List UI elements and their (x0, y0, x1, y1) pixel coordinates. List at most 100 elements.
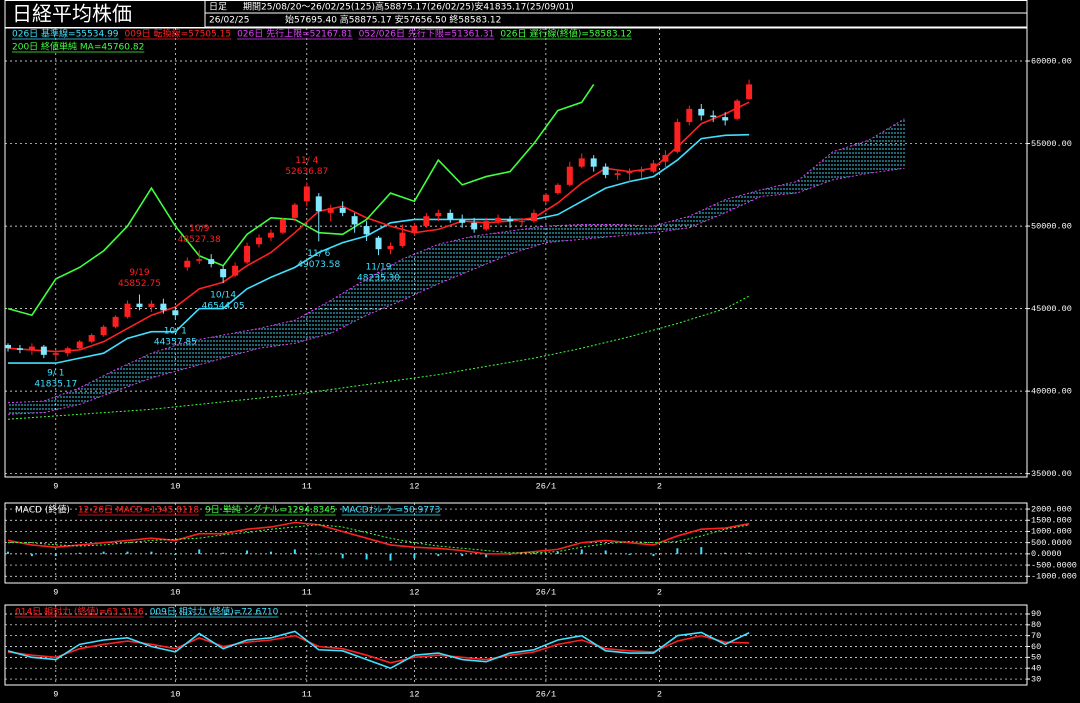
candle-body (256, 237, 263, 245)
histogram-bar (198, 549, 201, 554)
x-tick-label: 9 (53, 587, 58, 597)
y-tick-label: 1500.000 (1031, 516, 1072, 526)
candle-body (160, 303, 167, 311)
y-tick-label: 90 (1031, 609, 1041, 619)
histogram-bar (102, 551, 105, 554)
annotation-date: 10/14 (210, 291, 236, 301)
legend-entry: 052/026日 先行下限=51361.31 (359, 28, 495, 40)
candle-body (602, 166, 609, 175)
series-line (7, 524, 750, 554)
histogram-bar (78, 552, 81, 554)
x-tick-label: 12 (409, 587, 419, 597)
candle-body (626, 171, 633, 174)
candle-body (447, 212, 454, 220)
legend-entry: MACDｵｼﾚｰﾀｰ=50.9773 (342, 505, 441, 516)
candle-body (566, 166, 573, 185)
histogram-bar (222, 552, 225, 554)
candle-body (148, 303, 155, 307)
candle-body (88, 335, 95, 342)
histogram-bar (461, 553, 464, 557)
candle-body (28, 346, 35, 350)
annotation-date: 9/ 1 (47, 368, 64, 378)
candle-body (315, 196, 322, 212)
y-tick-label: 50000.00 (1031, 221, 1072, 231)
histogram-bar (700, 547, 703, 554)
histogram-bar (652, 553, 655, 557)
histogram-bar (365, 553, 368, 560)
x-tick-label: 10 (170, 587, 180, 597)
y-tick-label: -500.0000 (1031, 560, 1077, 570)
y-tick-label: 1000.000 (1031, 527, 1072, 537)
histogram-bar (556, 551, 559, 554)
series-line (7, 634, 750, 664)
legend-entry: 9日 単純 シグナル=1294.8345 (205, 504, 336, 516)
candle-body (387, 245, 394, 250)
candle-body (698, 108, 705, 116)
histogram-bar (30, 553, 33, 557)
candle-body (542, 194, 549, 202)
legend-entry: 026日 遅行線(終値)=58583.12 (500, 28, 632, 40)
candle-body (459, 219, 466, 223)
y-tick-label: 60000.00 (1031, 56, 1072, 66)
candle-body (638, 169, 645, 172)
x-tick-label: 2 (657, 689, 662, 699)
x-tick-label: 26/1 (536, 587, 556, 597)
chart-title: 日経平均株価 (12, 2, 132, 26)
histogram-bar (676, 548, 679, 554)
title-box (4, 0, 206, 28)
candle-body (746, 84, 753, 100)
date: 26/02/25 (209, 16, 249, 26)
x-tick-label: 10 (170, 481, 180, 491)
info-box (204, 12, 1028, 28)
y-tick-label: 2000.000 (1031, 504, 1072, 514)
y-tick-label: 30 (1031, 674, 1041, 684)
y-tick-label: 50 (1031, 653, 1041, 663)
x-tick-label: 10 (170, 689, 180, 699)
candle-body (650, 163, 657, 172)
candle-body (363, 226, 370, 235)
candle-body (196, 259, 203, 261)
histogram-bar (485, 553, 488, 558)
histogram-bar (532, 552, 535, 554)
candle-body (423, 216, 430, 227)
y-tick-label: 55000.00 (1031, 139, 1072, 149)
annotation-value: 48527.38 (178, 235, 221, 245)
candle-body (124, 303, 131, 317)
candle-body (16, 348, 23, 350)
candle-body (64, 348, 71, 354)
panel-border (4, 604, 1028, 686)
series-line (7, 83, 595, 317)
candle-body (339, 207, 346, 213)
annotation-value: 46544.05 (202, 302, 245, 312)
panel-border (4, 27, 1028, 478)
legend-entry: 014日 相対力 (終値)=63.3136 (15, 606, 144, 618)
histogram-bar (580, 549, 583, 554)
candle-body (710, 115, 717, 118)
y-tick-label: -1000.000 (1031, 572, 1077, 582)
series-line (7, 167, 905, 415)
histogram-bar (628, 553, 631, 555)
candle-body (578, 158, 585, 167)
x-tick-label: 11 (302, 587, 312, 597)
histogram-bar (604, 550, 607, 554)
y-tick-label: 40 (1031, 663, 1041, 673)
candle-body (375, 237, 382, 250)
histogram-bar (748, 552, 751, 554)
y-tick-label: 0.0000 (1031, 549, 1062, 559)
annotation-date: 11/ 6 (307, 249, 330, 259)
annotation-date: 10/ 1 (164, 327, 187, 337)
candle-body (291, 204, 298, 218)
histogram-bar (413, 553, 416, 559)
candle-body (435, 212, 442, 217)
candle-body (100, 326, 107, 336)
x-tick-label: 26/1 (536, 481, 556, 491)
x-tick-label: 9 (53, 481, 58, 491)
legend-entry: 12-26日 MACD=1345.8118 (78, 505, 199, 516)
candle-body (232, 265, 239, 276)
histogram-bar (341, 553, 344, 559)
annotation-value: 49073.58 (297, 260, 340, 270)
histogram-bar (246, 550, 249, 554)
x-tick-label: 9 (53, 689, 58, 699)
histogram-bar (269, 551, 272, 554)
histogram-bar (437, 553, 440, 557)
